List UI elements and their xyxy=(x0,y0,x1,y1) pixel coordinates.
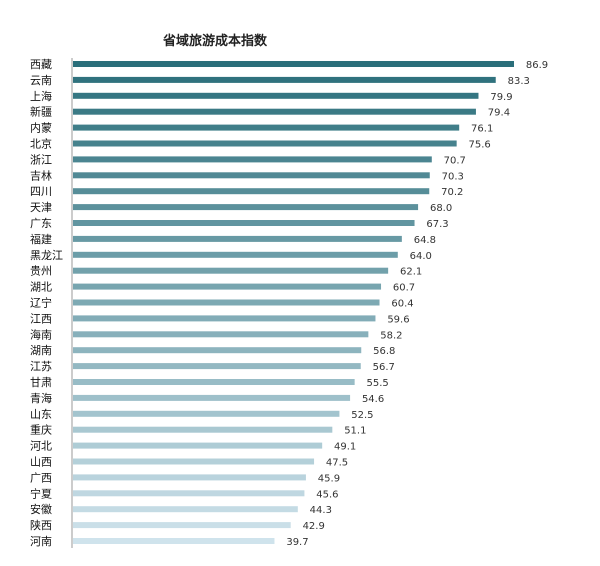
value-label: 75.6 xyxy=(469,140,491,151)
bar xyxy=(73,426,333,433)
category-label: 浙江 xyxy=(30,153,52,166)
bar xyxy=(73,458,315,465)
value-label: 64.0 xyxy=(410,251,432,262)
category-label: 广东 xyxy=(30,217,52,230)
bar xyxy=(73,76,496,83)
value-label: 67.3 xyxy=(426,219,448,230)
bar xyxy=(73,410,340,417)
bar xyxy=(73,124,460,131)
category-label: 四川 xyxy=(30,185,52,198)
category-label: 北京 xyxy=(30,137,52,151)
category-label: 河南 xyxy=(30,535,52,548)
category-label: 山西 xyxy=(30,456,52,469)
bar xyxy=(73,92,479,99)
bar xyxy=(73,474,306,481)
bar xyxy=(73,283,382,290)
category-label: 广西 xyxy=(30,471,52,484)
value-label: 70.7 xyxy=(444,155,466,166)
bar xyxy=(73,315,376,322)
category-label: 新疆 xyxy=(30,105,52,119)
bar xyxy=(73,347,362,354)
value-label: 62.1 xyxy=(400,267,422,278)
bar xyxy=(73,235,402,242)
value-label: 45.9 xyxy=(318,473,340,484)
category-label: 福建 xyxy=(30,232,52,246)
category-label: 上海 xyxy=(30,89,52,103)
value-label: 79.4 xyxy=(488,108,510,119)
value-label: 83.3 xyxy=(508,76,530,87)
bar xyxy=(73,442,323,449)
bars-group: 西藏 86.9 云南 83.3 上海 79.9 新疆 79.4 内蒙 76.1 北京 75.6 浙江 70… xyxy=(30,58,548,548)
category-label: 湖北 xyxy=(30,281,52,294)
category-label: 天津 xyxy=(30,201,52,214)
category-label: 陕西 xyxy=(30,518,52,532)
value-label: 56.8 xyxy=(373,346,395,357)
bar xyxy=(73,506,298,513)
bar xyxy=(73,251,398,258)
bar xyxy=(73,188,430,195)
chart-title: 省域旅游成本指数 xyxy=(162,33,268,49)
category-label: 海南 xyxy=(30,327,52,341)
category-label: 湖南 xyxy=(30,344,52,357)
category-label: 山东 xyxy=(30,408,52,421)
category-label: 重庆 xyxy=(30,423,52,437)
bar xyxy=(73,61,514,67)
bar xyxy=(73,538,275,544)
value-label: 44.3 xyxy=(310,505,332,516)
category-label: 宁夏 xyxy=(30,486,52,500)
category-label: 辽宁 xyxy=(30,296,52,310)
category-label: 江苏 xyxy=(30,360,52,373)
value-label: 56.7 xyxy=(373,362,395,373)
bar xyxy=(73,156,432,163)
bar xyxy=(73,522,291,529)
value-label: 54.6 xyxy=(362,394,384,405)
category-label: 河北 xyxy=(30,440,52,453)
category-label: 青海 xyxy=(30,391,52,405)
category-label: 吉林 xyxy=(30,168,52,182)
bar xyxy=(73,108,476,115)
value-label: 70.3 xyxy=(442,171,464,182)
value-label: 52.5 xyxy=(351,410,373,421)
bar xyxy=(73,379,355,385)
value-label: 70.2 xyxy=(441,187,463,198)
value-label: 59.6 xyxy=(387,314,409,325)
bar xyxy=(73,140,457,147)
value-label: 47.5 xyxy=(326,458,348,469)
bar xyxy=(73,331,369,338)
value-label: 79.9 xyxy=(490,92,512,103)
bar xyxy=(73,267,389,274)
bar xyxy=(73,172,430,179)
category-label: 甘肃 xyxy=(30,376,52,389)
bar xyxy=(73,363,361,370)
value-label: 45.6 xyxy=(316,489,338,500)
bar xyxy=(73,394,351,401)
value-label: 49.1 xyxy=(334,442,356,453)
value-label: 42.9 xyxy=(303,521,325,532)
category-label: 黑龙江 xyxy=(30,249,63,262)
value-label: 76.1 xyxy=(471,124,493,135)
value-label: 55.5 xyxy=(367,378,389,389)
value-label: 60.7 xyxy=(393,283,415,294)
value-label: 39.7 xyxy=(286,537,308,548)
bar xyxy=(73,220,415,226)
category-label: 云南 xyxy=(30,74,52,87)
bar xyxy=(73,204,419,211)
value-label: 68.0 xyxy=(430,203,452,214)
value-label: 86.9 xyxy=(526,60,548,71)
value-label: 60.4 xyxy=(391,299,413,310)
category-label: 江西 xyxy=(30,312,52,325)
bar xyxy=(73,299,380,306)
value-label: 58.2 xyxy=(380,330,402,341)
value-label: 51.1 xyxy=(344,426,366,437)
category-label: 安徽 xyxy=(30,502,52,516)
category-label: 内蒙 xyxy=(30,121,52,135)
category-label: 西藏 xyxy=(30,58,52,71)
bar xyxy=(73,490,305,497)
value-label: 64.8 xyxy=(414,235,436,246)
category-label: 贵州 xyxy=(30,265,52,278)
